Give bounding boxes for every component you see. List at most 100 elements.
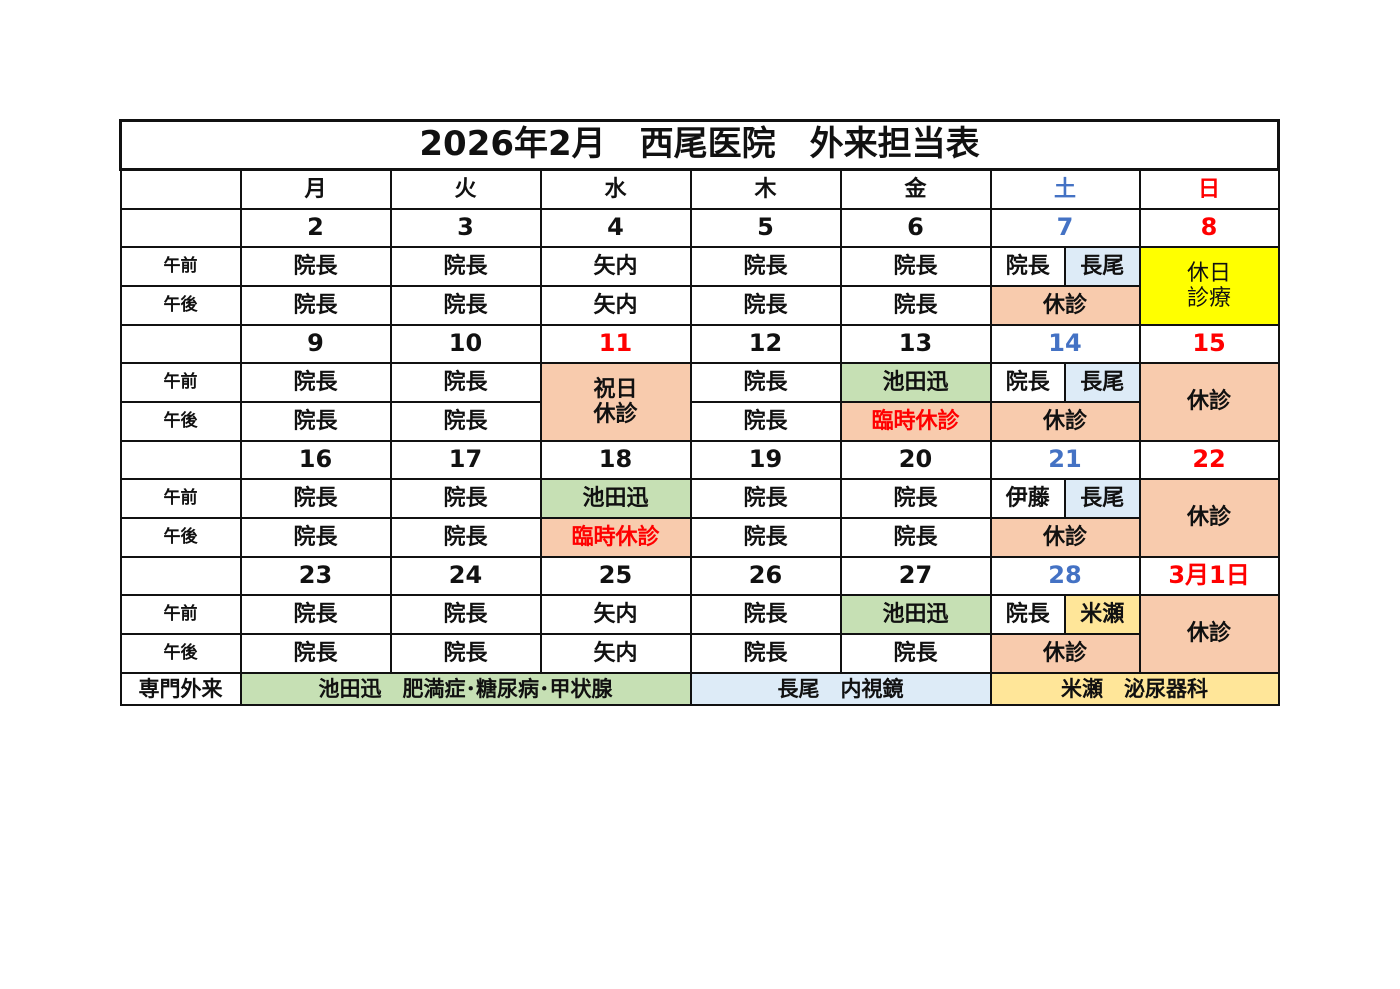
specialty-label: 専門外来	[119, 672, 242, 706]
pm-row: 午後 院長 院長 矢内 院長 院長 休診	[119, 285, 1279, 326]
split-cell: 院長 長尾	[993, 249, 1138, 284]
date-cell: 26	[689, 556, 842, 596]
doctor-cell: 院長	[689, 285, 842, 326]
pm-row: 午後 院長 院長 矢内 院長 院長 休診	[119, 633, 1279, 674]
doctor-cell: 休診	[1138, 362, 1280, 442]
date-cell: 24	[389, 556, 542, 596]
date-cell: 17	[389, 440, 542, 480]
doctor-cell: 院長	[239, 401, 392, 442]
doctor-cell: 休診	[989, 517, 1141, 558]
doctor-cell: 院長	[239, 362, 392, 403]
date-cell: 3月1日	[1138, 556, 1280, 596]
am-row: 午前 院長 院長 祝日 休診 院長 池田迅 院長 長尾 休診	[119, 362, 1280, 442]
weekday-header: 土	[989, 168, 1141, 210]
doctor-cell: 院長	[389, 633, 542, 674]
session-label: 午後	[119, 401, 242, 442]
doctor-name: 長尾	[1066, 365, 1138, 400]
doctor-cell: 院長	[839, 517, 992, 558]
doctor-cell: 院長	[389, 362, 542, 403]
weekday-header: 木	[689, 168, 842, 210]
weekday-header: 月	[239, 168, 392, 210]
doctor-name: 院長	[993, 365, 1066, 400]
date-cell: 2	[239, 208, 392, 248]
doctor-cell: 伊藤 長尾	[989, 478, 1141, 519]
date-cell: 8	[1138, 208, 1280, 248]
date-cell: 18	[539, 440, 692, 480]
blank-label-cell	[119, 208, 242, 248]
doctor-cell: 休診	[989, 633, 1141, 674]
outpatient-schedule-table: 2026年2月 西尾医院 外来担当表 月火水木金土日 2 3 4 5 6 7 8 午前 院長 院長矢…	[118, 119, 1281, 706]
doctor-cell: 院長	[689, 633, 842, 674]
weekday-header: 火	[389, 168, 542, 210]
doctor-cell: 臨時休診	[539, 517, 692, 558]
split-cell: 伊藤 長尾	[993, 481, 1138, 516]
doctor-cell: 池田迅	[839, 362, 992, 403]
date-cell: 20	[839, 440, 992, 480]
session-label: 午前	[119, 246, 242, 287]
weekday-header: 水	[539, 168, 692, 210]
session-label: 午前	[119, 362, 242, 403]
doctor-cell: 院長	[239, 285, 392, 326]
doctor-cell: 矢内	[539, 594, 692, 635]
doctor-cell: 院長	[389, 517, 542, 558]
doctor-cell: 休日 診療	[1138, 246, 1280, 326]
doctor-cell: 院長	[239, 633, 392, 674]
doctor-cell: 院長	[839, 246, 992, 287]
doctor-cell: 院長	[389, 594, 542, 635]
am-row: 午前 院長 院長 矢内 院長 院長 院長 長尾 休日 診療	[119, 246, 1280, 326]
doctor-cell: 院長	[689, 401, 842, 442]
doctor-cell: 院長	[239, 594, 392, 635]
date-cell: 25	[539, 556, 692, 596]
schedule-title: 2026年2月 西尾医院 外来担当表	[118, 119, 1281, 171]
doctor-cell: 休診	[989, 401, 1141, 442]
date-cell: 3	[389, 208, 542, 248]
doctor-cell: 矢内	[539, 246, 692, 287]
doctor-cell: 院長	[689, 517, 842, 558]
date-cell: 19	[689, 440, 842, 480]
date-row: 23 24 25 26 27 28 3月1日	[119, 556, 1280, 596]
date-cell: 10	[389, 324, 542, 364]
doctor-cell: 院長	[839, 478, 992, 519]
am-row: 午前 院長 院長 池田迅 院長 院長 伊藤 長尾 休診	[119, 478, 1280, 558]
doctor-name: 院長	[993, 597, 1066, 632]
doctor-name: 院長	[993, 249, 1066, 284]
doctor-cell: 矢内	[539, 285, 692, 326]
specialty-cell: 池田迅 肥満症･糖尿病･甲状腺	[239, 672, 692, 706]
doctor-cell: 祝日 休診	[539, 362, 692, 442]
doctor-cell: 臨時休診	[839, 401, 992, 442]
doctor-cell: 院長	[839, 633, 992, 674]
date-cell: 6	[839, 208, 992, 248]
doctor-cell: 院長	[839, 285, 992, 326]
date-cell: 11	[539, 324, 692, 364]
specialty-cell: 米瀬 泌尿器科	[989, 672, 1280, 706]
specialty-cell: 長尾 内視鏡	[689, 672, 992, 706]
date-cell: 16	[239, 440, 392, 480]
date-row: 9 10 11 12 13 14 15	[119, 324, 1280, 364]
split-cell: 院長 米瀬	[993, 597, 1138, 632]
doctor-cell: 池田迅	[839, 594, 992, 635]
session-label: 午後	[119, 517, 242, 558]
date-cell: 28	[989, 556, 1141, 596]
date-cell: 13	[839, 324, 992, 364]
doctor-cell: 院長 長尾	[989, 246, 1141, 287]
doctor-cell: 院長	[689, 594, 842, 635]
doctor-cell: 院長	[389, 478, 542, 519]
doctor-cell: 休診	[989, 285, 1141, 326]
date-cell: 23	[239, 556, 392, 596]
doctor-cell: 院長 米瀬	[989, 594, 1141, 635]
date-cell: 22	[1138, 440, 1280, 480]
doctor-cell: 矢内	[539, 633, 692, 674]
doctor-cell: 院長	[239, 478, 392, 519]
date-cell: 27	[839, 556, 992, 596]
date-cell: 12	[689, 324, 842, 364]
doctor-name: 伊藤	[993, 481, 1066, 516]
doctor-cell: 院長	[389, 285, 542, 326]
date-cell: 14	[989, 324, 1141, 364]
date-cell: 21	[989, 440, 1141, 480]
doctor-cell: 院長	[389, 246, 542, 287]
weekday-header: 日	[1138, 168, 1280, 210]
doctor-cell: 休診	[1138, 478, 1280, 558]
pm-row: 午後 院長 院長 臨時休診 院長 院長 休診	[119, 517, 1279, 558]
doctor-cell: 休診	[1138, 594, 1280, 674]
